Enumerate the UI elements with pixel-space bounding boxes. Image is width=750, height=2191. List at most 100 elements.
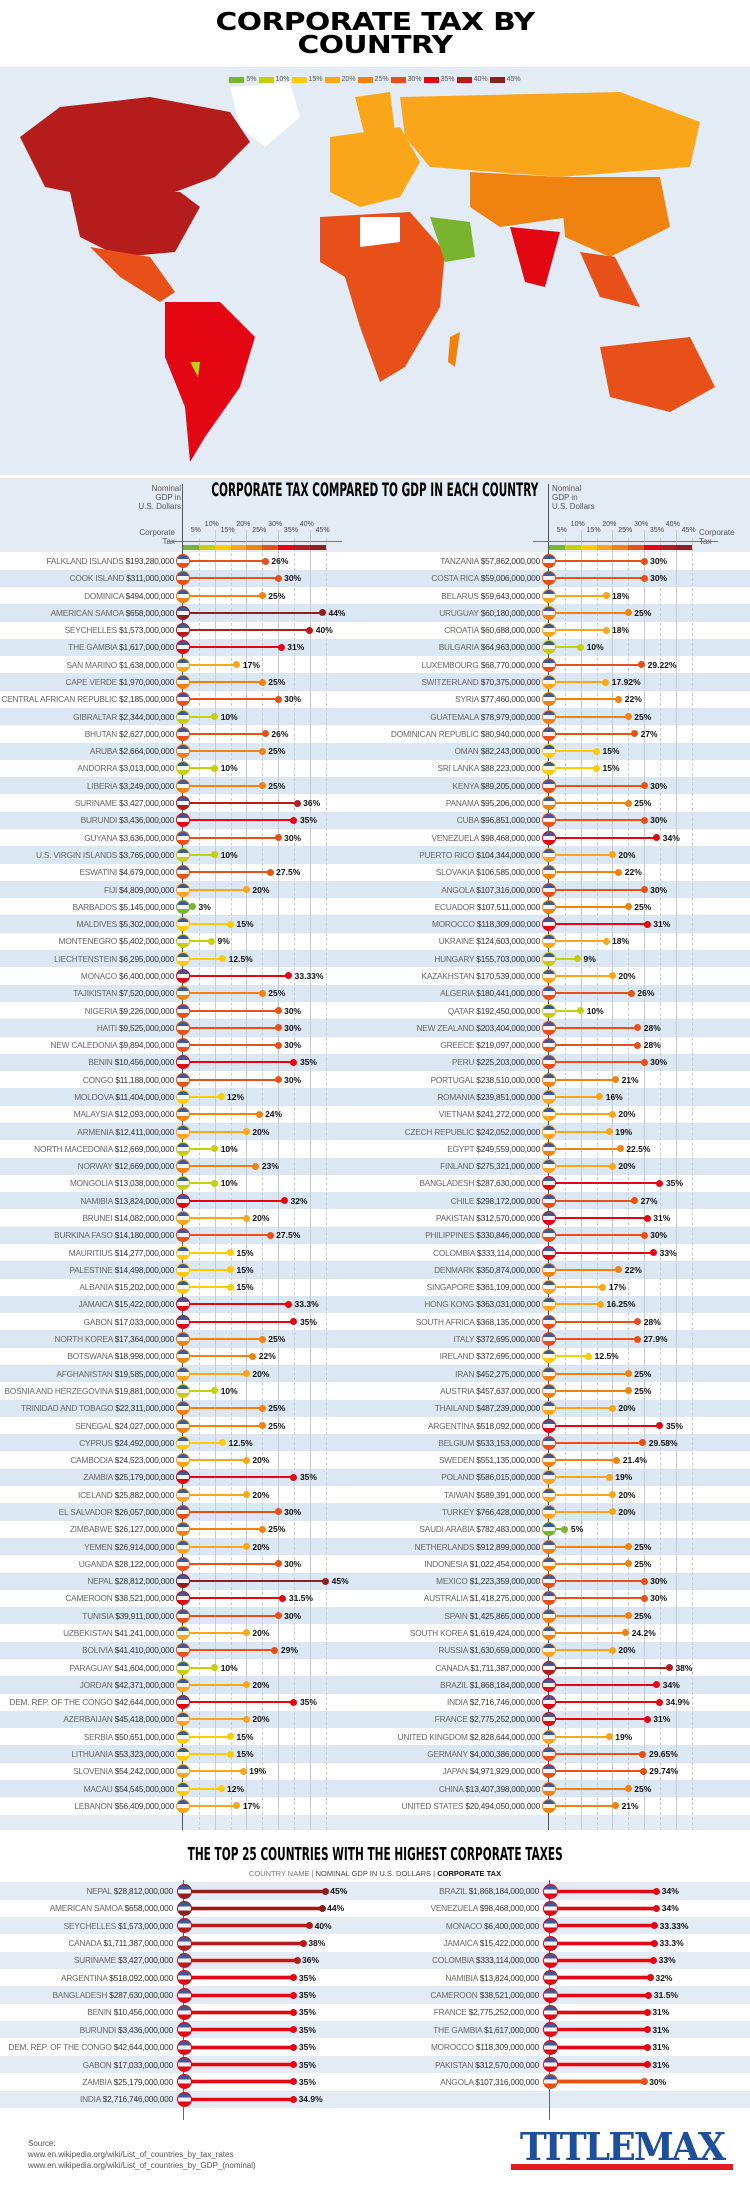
tax-value: 33% [659,1247,677,1258]
top25-row-label: AMERICAN SAMOA $658,000,000 [0,1903,173,1913]
country-name: VENEZUELA [430,1903,480,1914]
country-row-label: BARBADOS $5,145,000,000 [0,901,175,912]
country-name: JAMAICA [78,1299,115,1310]
gdp-value: $6,295,000,000 [119,953,174,964]
tax-value: 23% [261,1161,279,1172]
tax-dot [612,1802,620,1810]
gdp-value: $80,940,000,000 [480,728,540,739]
country-row-label: UZBEKISTAN $41,241,000,000 [0,1628,174,1638]
gdp-value: $6,400,000,000 [119,970,174,981]
country-row-label: CUBA $96,851,000,000 [289,815,540,825]
tax-bar [183,1459,247,1462]
tax-bar [549,1562,629,1565]
flag-icon [542,1245,556,1260]
tax-dot [280,1197,288,1205]
tax-dot [211,851,219,859]
flag-icon [542,1262,556,1277]
tax-value: 15% [236,1282,254,1293]
country-name: BANGLADESH [52,1990,110,2001]
tax-dot [613,1456,621,1464]
source-link[interactable]: www.en.wikipedia.org/wiki/List_of_countr… [28,2150,234,2159]
gdp-axis-line [548,484,549,1830]
top25-row-label: VENEZUELA $98,468,000,000 [288,1903,540,1914]
tax-bar [549,1580,645,1583]
tax-value: 19% [615,1731,633,1742]
country-name: BENIN [88,1057,115,1068]
tax-bar [183,1718,247,1721]
grid-line [644,530,646,1830]
country-row-label: SOUTH AFRICA $368,135,000,000 [289,1317,540,1327]
tax-value: 20% [252,1541,270,1552]
gdp-value: $170,539,000,000 [476,970,540,981]
gdp-value: $5,145,000,000 [119,901,174,912]
country-name: PALESTINE [69,1264,115,1275]
gdp-axis-label: Nominal GDP in U.S. Dollars [113,484,181,511]
tax-dot [293,1956,301,1964]
grid-line [309,530,311,1830]
tax-value: 10% [586,1005,604,1016]
tax-dot [640,2078,648,2086]
tax-bar [549,629,607,632]
flag-icon [176,1314,190,1329]
map-middle-asia [470,172,570,227]
tax-bar [183,611,323,614]
country-name: NORTH KOREA [54,1334,115,1345]
tax-bar [549,1095,600,1098]
gdp-value: $4,809,000,000 [119,884,174,895]
gdp-value: $53,323,000,000 [114,1749,174,1759]
tax-bar [549,1044,638,1047]
tax-value: 25% [268,746,286,757]
country-row-label: GUYANA $3,636,000,000 [0,833,174,843]
legend-item: 5% [229,76,257,83]
tax-value: 44% [328,607,346,618]
flag-icon [176,1228,190,1243]
tax-bar [549,1735,610,1738]
tax-value: 20% [618,1109,636,1120]
tax-value: 30% [284,1040,302,1051]
country-row-label: PERU $225,203,000,000 [289,1057,540,1067]
country-name: COSTA RICA [431,573,481,584]
flag-icon [542,1193,556,1208]
country-row-label: PUERTO RICO $104,344,000,000 [289,850,540,860]
tax-value: 22% [624,1264,642,1275]
tax-dot [290,2061,298,2068]
tax-dot [258,1422,266,1429]
gdp-value: $57,862,000,000 [480,556,540,566]
world-map-svg [20,82,715,462]
tax-bar [549,1078,616,1081]
gdp-value: $1,711,387,000,000 [103,1938,173,1949]
flag-icon [176,1643,190,1658]
country-name: MONGOLIA [69,1178,115,1189]
gdp-value: $155,703,000,000 [476,953,540,964]
tax-bar [183,1597,283,1600]
source-link[interactable]: www.en.wikipedia.org/wiki/List_of_countr… [28,2161,256,2170]
tax-value: 22% [624,694,642,705]
tax-dot [249,1352,257,1360]
country-name: ZAMBIA [83,1472,115,1483]
country-name: ANDORRA [77,763,120,774]
country-name: CAPE VERDE [65,677,120,688]
tax-dot [577,1007,585,1015]
flag-icon [542,2022,558,2038]
gdp-value: $14,498,000,000 [114,1264,174,1275]
tax-value: 20% [618,849,636,860]
tax-bar [549,1182,660,1185]
tax-dot [274,1041,282,1049]
country-name: ANGOLA [440,2076,476,2087]
country-row-label: MALAYSIA $12,093,000,000 [0,1109,174,1119]
gdp-value: $2,716,746,000,000 [102,2094,173,2105]
top25-row-label: BURUNDI $3,436,000,000 [0,2025,174,2035]
country-row-label: TAIWAN $589,391,000,000 [289,1490,540,1500]
tax-dot [656,1422,664,1429]
tax-dot [258,782,266,790]
flag-icon [542,1729,556,1744]
country-name: AMERICAN SAMOA [49,1903,125,1914]
tax-value: 35% [298,2042,316,2053]
flag-icon [176,1625,190,1640]
tax-dot [318,609,326,617]
flag-icon [542,847,556,862]
tax-dot [290,1974,298,1982]
flag-icon [542,1747,556,1761]
gdp-value: $363,031,000,000 [476,1299,540,1310]
tax-scale-segment [580,545,597,550]
